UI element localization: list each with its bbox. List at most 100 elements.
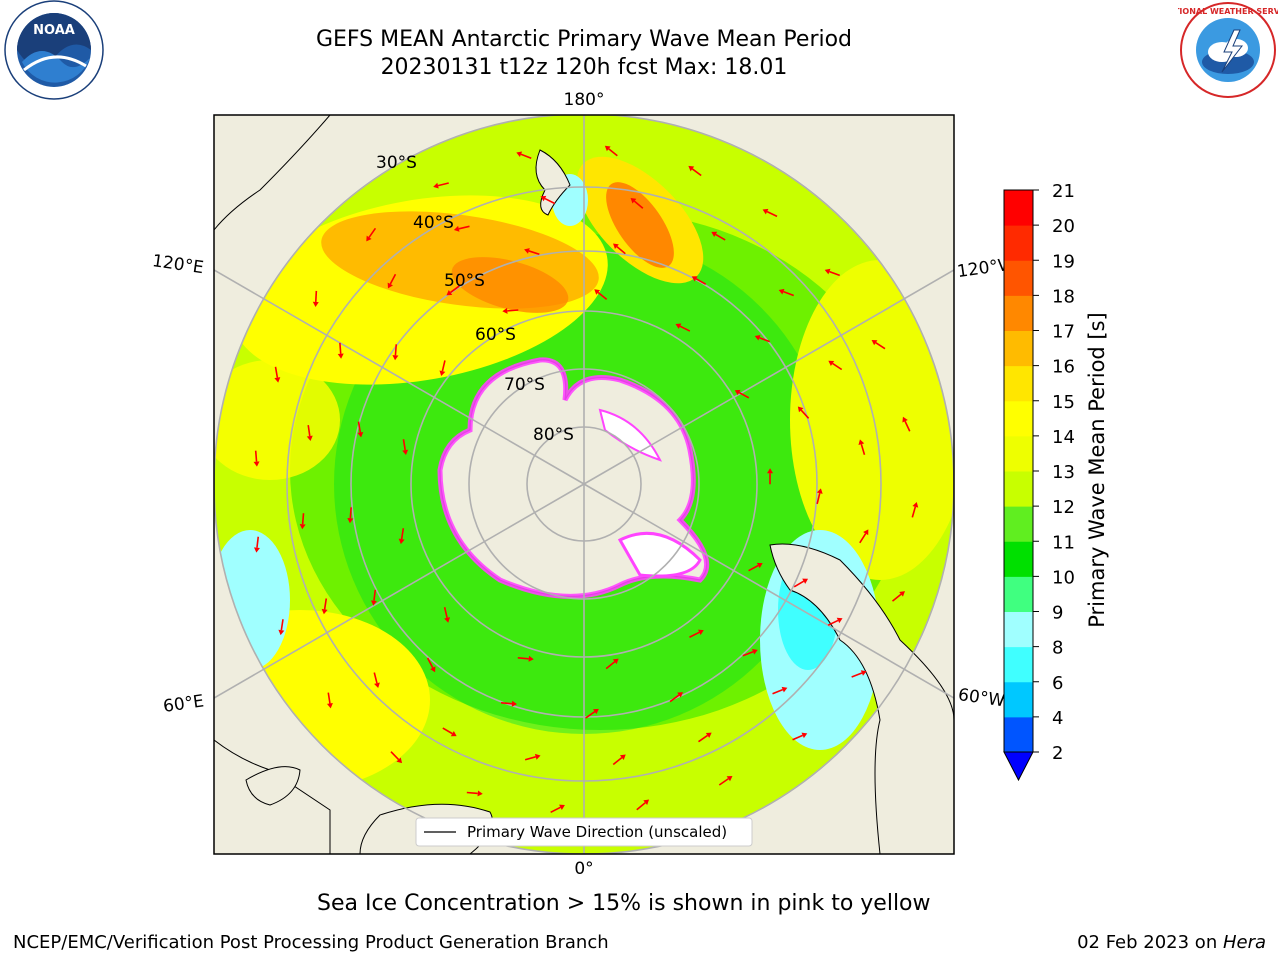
wave-arrow-head <box>797 406 804 413</box>
wave-arrow <box>368 227 377 238</box>
map-frame <box>213 114 955 855</box>
colorbar-segment <box>1004 646 1033 683</box>
wave-arrow-head <box>540 195 547 202</box>
wave-arrow <box>766 210 778 218</box>
wave-arrow-head <box>398 538 405 545</box>
graticule <box>214 115 954 854</box>
colorbar-segment <box>1004 190 1033 226</box>
wave-arrow-head <box>801 732 808 739</box>
wave-arrow-head <box>860 670 867 676</box>
wave-arrow <box>274 366 279 378</box>
chart-subtitle: 20230131 t12z 120h fcst Max: 18.01 <box>380 55 788 80</box>
wave-arrow <box>904 420 911 432</box>
wave-arrow-head <box>912 501 919 508</box>
wave-arrow-head <box>366 235 372 242</box>
colorbar-segment <box>1004 225 1033 261</box>
wave-arrow-head <box>433 182 439 189</box>
wave-arrow-head <box>516 151 523 158</box>
colorbar-extend-min <box>1003 751 1034 782</box>
wave-arrow-head <box>444 617 451 623</box>
wave-arrow <box>314 290 318 302</box>
map-legend: Primary Wave Direction (unscaled) <box>415 817 753 847</box>
colorbar-segment <box>1004 576 1033 612</box>
colorbar-segment <box>1004 716 1033 753</box>
lon-label-60e: 60°E <box>162 691 205 716</box>
wave-arrow <box>517 657 529 660</box>
noaa-logo-text: NOAA <box>33 23 75 38</box>
wave-arrow <box>792 734 803 741</box>
lon-label-0: 0° <box>574 859 593 879</box>
colorbar-tick-label: 18 <box>1052 286 1075 307</box>
wave-arrow <box>875 342 886 350</box>
wave-arrow <box>742 651 754 657</box>
wave-arrow <box>612 756 623 766</box>
wave-arrow <box>426 657 434 669</box>
wave-arrow-head <box>594 289 601 295</box>
wave-arrow-head <box>312 301 319 307</box>
wave-arrow-head <box>278 629 285 636</box>
wave-arrow-head <box>502 307 508 314</box>
wave-arrow <box>585 711 596 719</box>
colorbar-tick-label: 19 <box>1052 251 1075 272</box>
lat-label-70s: 70°S <box>504 375 545 395</box>
wave-arrow-head <box>253 461 260 467</box>
wave-arrow <box>307 425 311 437</box>
wave-arrow <box>528 250 540 256</box>
wave-arrow-head <box>357 431 364 438</box>
lon-label-60w: 60°W <box>957 685 1006 711</box>
wave-arrow <box>327 692 331 704</box>
wave-arrow <box>605 661 616 670</box>
lat-label-40s: 40°S <box>413 213 454 233</box>
wave-arrow-head <box>675 323 682 329</box>
colorbar-segment <box>1004 295 1033 331</box>
wave-arrow <box>256 536 260 548</box>
colorbar-tick-label: 11 <box>1052 532 1075 553</box>
lon-label-120e: 120°E <box>151 251 205 278</box>
wave-arrow-head <box>439 370 446 377</box>
wave-arrow-head <box>374 682 380 689</box>
wave-arrow <box>715 233 726 241</box>
wave-arrow-head <box>902 416 908 423</box>
wave-arrow-head <box>299 523 306 530</box>
footer-date: 02 Feb 2023 on Hera <box>1077 932 1266 953</box>
colorbar-tick-label: 20 <box>1052 216 1075 237</box>
colorbar-segment <box>1004 365 1033 402</box>
wave-arrow-head <box>863 529 869 536</box>
wave-arrow-head <box>828 360 835 366</box>
wave-arrow-head <box>697 629 704 636</box>
wave-arrow-head <box>326 702 333 709</box>
wave-arrow <box>357 421 362 433</box>
nws-logo: NATIONAL WEATHER SERVICE <box>1178 2 1278 98</box>
colorbar-tick-label: 13 <box>1052 462 1075 483</box>
legend-text: Primary Wave Direction (unscaled) <box>467 823 727 841</box>
wave-arrow-head <box>767 468 774 474</box>
wave-arrow <box>520 153 532 159</box>
colorbar-tick-label: 6 <box>1052 673 1063 694</box>
wave-arrow-head <box>858 439 865 446</box>
wave-arrow <box>544 197 556 205</box>
colorbar-segment <box>1004 506 1033 542</box>
wave-arrow <box>695 278 707 285</box>
colorbar-segment <box>1004 541 1033 577</box>
colorbar-label: Primary Wave Mean Period [s] <box>1085 312 1109 628</box>
colorbar-tick-label: 4 <box>1052 708 1063 729</box>
wave-arrow <box>636 802 646 811</box>
wave-arrow-head <box>253 547 260 553</box>
wave-arrow <box>772 688 784 695</box>
wave-arrow-head <box>274 377 281 383</box>
wave-arrow <box>437 182 449 187</box>
wave-arrow-head <box>711 231 718 238</box>
wave-arrow-head <box>604 145 611 152</box>
colorbar-segment <box>1004 435 1033 472</box>
wave-arrow <box>597 291 608 301</box>
wave-arrow-head <box>613 243 619 249</box>
colorbar-segment <box>1004 681 1033 718</box>
svg-text:NATIONAL WEATHER SERVICE: NATIONAL WEATHER SERVICE <box>1178 7 1278 16</box>
wave-arrow-head <box>816 488 823 494</box>
wave-arrow-head <box>321 608 328 615</box>
wave-arrow-head <box>802 578 809 584</box>
sea-ice-note: Sea Ice Concentration > 15% is shown in … <box>317 891 931 916</box>
wave-arrow-head <box>691 276 698 282</box>
wave-arrow <box>373 589 377 601</box>
